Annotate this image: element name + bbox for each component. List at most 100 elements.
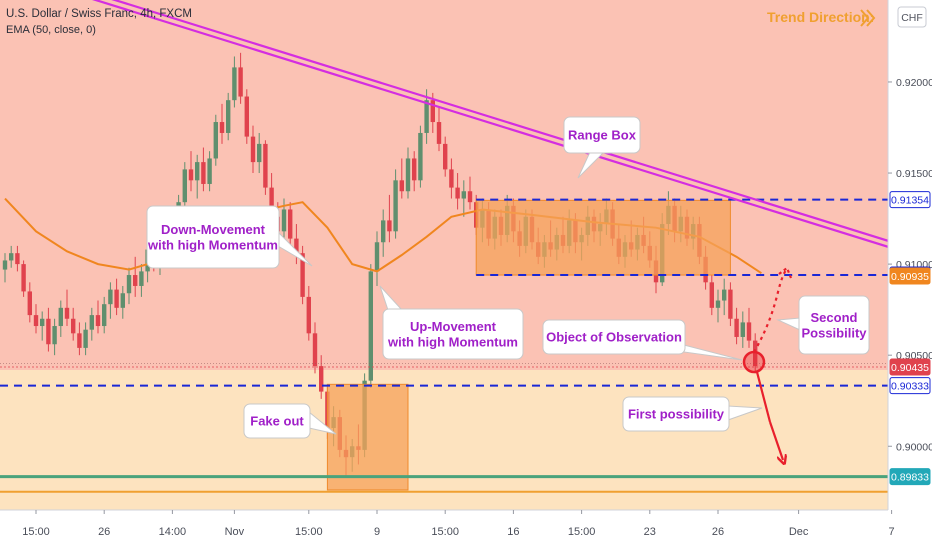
second-path (753, 269, 787, 353)
candle (64, 289, 70, 327)
candle-body (449, 169, 454, 188)
x-tick-label: 26 (712, 526, 724, 538)
fake-out-callout[interactable]: Fake out (243, 403, 337, 439)
candle-body (139, 271, 144, 286)
x-tick-label: 14:00 (159, 526, 187, 538)
candle-body (467, 191, 473, 203)
second-possibility-callout-box (798, 295, 870, 355)
candle-body (722, 289, 727, 301)
price-label-bg (889, 358, 931, 376)
candle (412, 151, 417, 192)
candle (740, 311, 745, 348)
candle (46, 307, 51, 352)
candle-body (102, 304, 107, 327)
candle-body (207, 158, 212, 184)
candle (715, 289, 721, 323)
candle (455, 173, 460, 210)
currency-button[interactable]: CHF (897, 6, 927, 28)
candle-body (294, 238, 299, 254)
x-tick-label: 26 (98, 526, 110, 538)
candle-body (219, 122, 225, 133)
observation-circle (742, 350, 766, 374)
range-box-callout[interactable]: Range Box (563, 116, 641, 179)
range-box-callout-box (563, 116, 641, 154)
time-axis[interactable] (0, 510, 932, 550)
candle-body (15, 253, 20, 265)
candle-body (46, 318, 51, 345)
price-labels: 0.913540.909400.909350.904350.903330.898… (889, 191, 931, 486)
candle-body (114, 289, 119, 308)
upper-zone (0, 0, 888, 370)
candle-body (746, 322, 752, 341)
first-possibility-callout[interactable]: First possibility (622, 396, 763, 432)
candle-body (734, 318, 739, 337)
candle (232, 56, 237, 108)
candle-body (188, 169, 194, 181)
x-tick-label: 7 (889, 526, 895, 538)
candle-body (288, 209, 293, 239)
candle-body (381, 220, 386, 243)
candle (753, 333, 758, 374)
candle (120, 285, 125, 319)
candle-body (306, 296, 311, 334)
price-label: 0.90435 (889, 358, 931, 376)
up-move-callout-text: Up-Movement (410, 319, 497, 334)
x-tick-label: 15:00 (22, 526, 50, 538)
price-label-bg (889, 468, 931, 486)
y-tick-label: 0.92000 (896, 77, 932, 89)
x-tick-label: 9 (374, 526, 380, 538)
candle (108, 282, 113, 319)
candle (312, 322, 318, 374)
range-box (475, 199, 731, 276)
candle-body (58, 307, 63, 327)
object-callout-box (542, 319, 686, 355)
candle (709, 275, 714, 316)
candle-body (77, 333, 82, 348)
candle-body (281, 209, 287, 232)
price-axis[interactable] (888, 0, 932, 510)
candle (319, 355, 324, 399)
boxes (326, 199, 731, 491)
candle (449, 158, 454, 199)
object-callout[interactable]: Object of Observation (542, 319, 743, 361)
candle-body (95, 315, 101, 327)
trendline-upper (111, 0, 911, 249)
candle (734, 307, 739, 345)
x-tick-label: 16 (507, 526, 519, 538)
candle-body (387, 220, 392, 232)
candle-body (424, 100, 429, 133)
x-tick-label: 15:00 (295, 526, 323, 538)
candle (95, 300, 101, 334)
candle-body (443, 143, 448, 170)
candle (207, 151, 212, 192)
double-chevron-right-icon (860, 9, 876, 27)
candle (387, 194, 392, 243)
candle (133, 256, 138, 297)
currency-label: CHF (901, 12, 923, 24)
candle (182, 162, 187, 210)
y-tick-label: 0.91500 (896, 168, 932, 180)
candle (374, 231, 380, 286)
price-label-text: 0.90333 (891, 381, 929, 393)
candle-body (83, 329, 88, 348)
price-label-text: 0.89833 (891, 472, 929, 484)
candle (52, 318, 57, 356)
candle (33, 304, 39, 334)
candle (83, 322, 88, 356)
price-label: 0.90333 (889, 377, 931, 395)
candle (195, 154, 200, 199)
indicator-title: EMA (50, close, 0) (6, 24, 96, 36)
candle (71, 307, 76, 341)
candle (58, 300, 63, 337)
price-label-bg (889, 191, 931, 209)
candle (381, 209, 386, 257)
candle-body (399, 180, 404, 192)
candle (139, 264, 144, 297)
y-tick-label: 0.90000 (896, 441, 932, 453)
